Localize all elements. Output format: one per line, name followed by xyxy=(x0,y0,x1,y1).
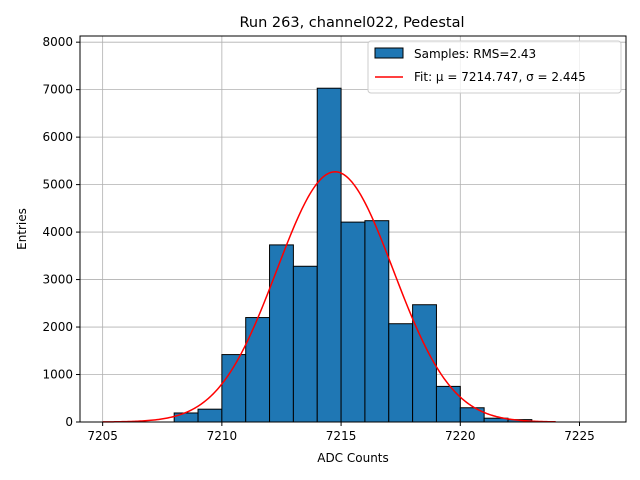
histogram-bar xyxy=(245,317,271,423)
y-tick-label: 7000 xyxy=(42,83,73,97)
histogram-bar xyxy=(388,323,414,423)
y-tick-label: 4000 xyxy=(42,225,73,239)
histogram-bar xyxy=(316,87,342,423)
y-axis-label: Entries xyxy=(15,208,29,250)
histogram-bar xyxy=(435,385,461,423)
y-tick-label: 6000 xyxy=(42,130,73,144)
histogram-bar xyxy=(197,408,223,423)
fit-curve xyxy=(102,171,556,423)
x-axis-ticks: 7205 7210 7215 7220 7225 xyxy=(87,422,595,443)
x-axis-label: ADC Counts xyxy=(317,451,389,465)
histogram-bar xyxy=(269,244,294,423)
legend-samples-label: Samples: RMS=2.43 xyxy=(414,47,536,61)
x-tick-label: 7215 xyxy=(326,429,357,443)
histogram-bar xyxy=(292,265,318,423)
histogram-bar xyxy=(340,221,366,423)
y-tick-label: 8000 xyxy=(42,35,73,49)
chart-title: Run 263, channel022, Pedestal xyxy=(239,15,464,31)
legend-samples-swatch xyxy=(374,47,404,59)
legend: Samples: RMS=2.43 Fit: μ = 7214.747, σ =… xyxy=(367,40,622,94)
y-tick-label: 2000 xyxy=(42,320,73,334)
y-tick-label: 1000 xyxy=(42,368,73,382)
legend-box xyxy=(367,40,622,94)
plot-frame xyxy=(79,35,627,423)
y-axis-ticks: 0 1000 2000 3000 4000 5000 6000 7000 8000 xyxy=(42,35,80,429)
histogram-bar xyxy=(173,412,199,423)
histogram-bars xyxy=(173,87,533,423)
histogram-bar xyxy=(412,304,437,423)
fit-curve-layer xyxy=(102,171,556,423)
x-tick-label: 7210 xyxy=(207,429,238,443)
x-tick-label: 7225 xyxy=(564,429,595,443)
legend-fit-label: Fit: μ = 7214.747, σ = 2.445 xyxy=(414,70,586,84)
y-tick-label: 3000 xyxy=(42,273,73,287)
y-tick-label: 0 xyxy=(65,415,73,429)
histogram-bar xyxy=(459,407,485,423)
histogram-bar xyxy=(221,354,247,423)
x-tick-label: 7220 xyxy=(445,429,476,443)
x-tick-label: 7205 xyxy=(87,429,118,443)
y-tick-label: 5000 xyxy=(42,178,73,192)
